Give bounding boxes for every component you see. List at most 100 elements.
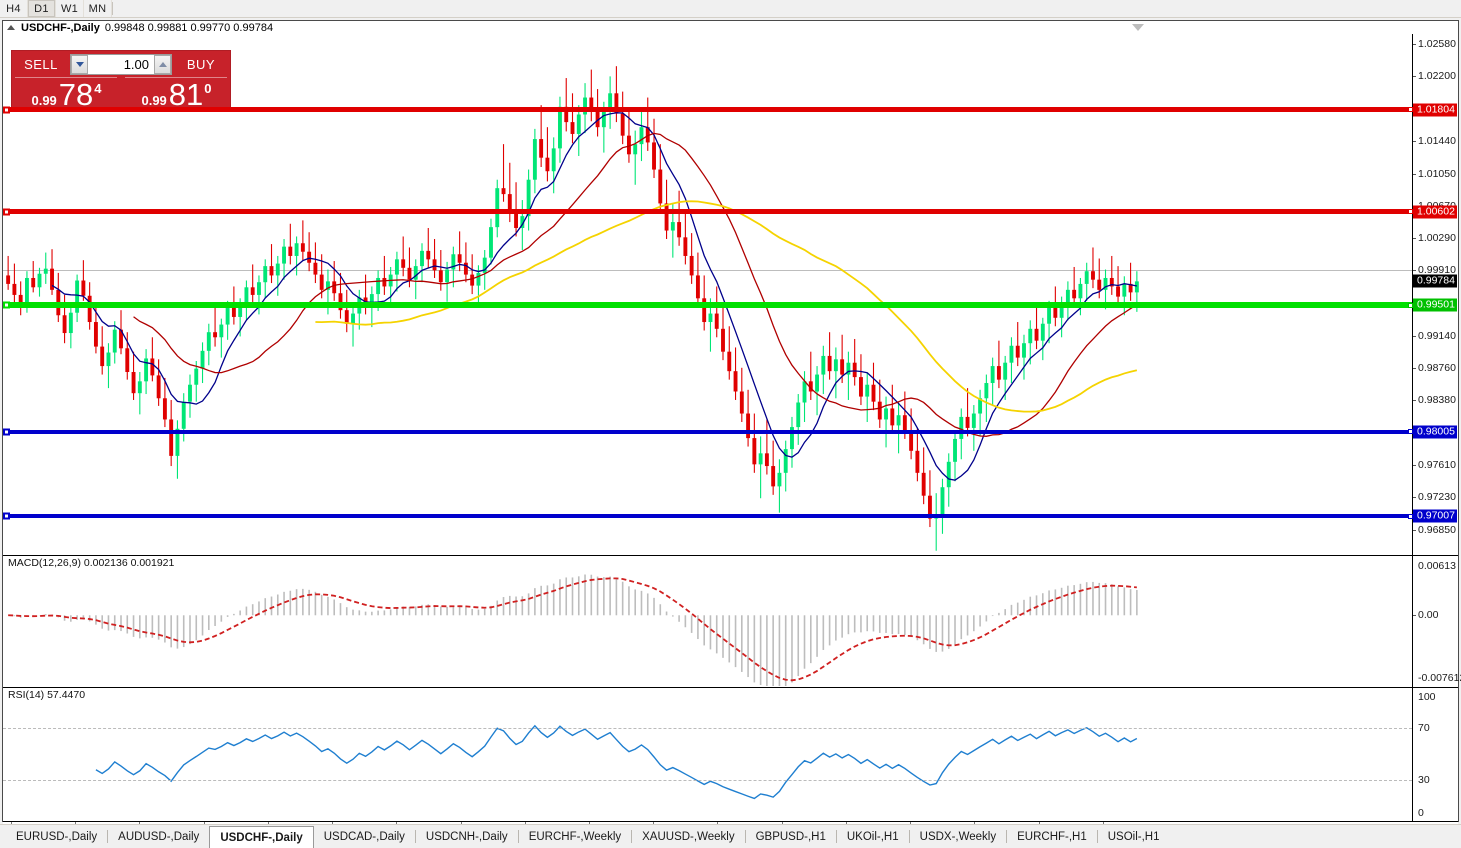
chevron-down-icon [75, 61, 84, 67]
price-plot-area[interactable] [3, 34, 1412, 555]
price-axis-tick: 0.97610 [1413, 459, 1456, 471]
buy-price-pips: 81 [168, 77, 204, 112]
rsi-axis-tick: 100 [1418, 691, 1436, 703]
horizontal-level-line[interactable] [3, 208, 1412, 216]
chart-symbol-label: USDCHF-,Daily [21, 21, 100, 34]
price-axis-tick: 0.97230 [1413, 491, 1456, 503]
macd-axis-tick: -0.007612 [1418, 672, 1461, 684]
chart-ohlc-values: 0.99848 0.99881 0.99770 0.99784 [104, 21, 274, 34]
buy-price-fraction: 0 [204, 81, 212, 96]
handle-center [1409, 514, 1412, 518]
tick-mark [1413, 615, 1416, 617]
timeframe-w1[interactable]: W1 [56, 0, 84, 17]
macd-pane[interactable]: MACD(12,26,9) 0.002136 0.001921 0.00613 0… [3, 555, 1461, 687]
tab-divider [414, 830, 416, 843]
price-flag-last-price[interactable]: 0.99784 [1413, 274, 1457, 288]
moving-average-fast [51, 112, 1137, 481]
flag-handle [1408, 302, 1413, 308]
lot-decrease-button[interactable] [71, 54, 88, 74]
flag-handle [1408, 107, 1413, 113]
chart-tab-usdcnhdaily[interactable]: USDCNH-,Daily [425, 830, 508, 843]
tab-divider [517, 830, 519, 843]
level-line-handle[interactable] [3, 106, 10, 114]
rsi-plot-area[interactable] [3, 688, 1412, 821]
tick-mark [1413, 497, 1416, 499]
level-line-handle[interactable] [3, 301, 10, 309]
macd-axis-tick: 0.00613 [1418, 560, 1456, 572]
lot-increase-button[interactable] [154, 54, 171, 74]
sell-price-cell[interactable]: 0.99 78 4 [12, 77, 120, 111]
tab-divider [1006, 830, 1008, 843]
tab-divider [835, 830, 837, 843]
price-flag-support[interactable]: 0.99501 [1408, 298, 1457, 312]
trade-panel-prices: 0.99 78 4 0.99 81 0 [12, 77, 230, 111]
timeframe-toolbar: H4 D1 W1 MN [0, 0, 1461, 18]
handle-center [5, 303, 8, 307]
horizontal-level-line[interactable] [3, 512, 1412, 520]
sell-button[interactable]: SELL [24, 56, 58, 72]
tab-divider [631, 830, 633, 843]
chart-tab-audusddaily[interactable]: AUDUSD-,Daily [118, 830, 200, 843]
tab-bar-filler [1170, 825, 1461, 848]
chart-tab-usdxweekly[interactable]: USDX-,Weekly [919, 830, 997, 843]
handle-center [5, 108, 8, 112]
price-flag-resistance[interactable]: 1.01804 [1408, 103, 1457, 117]
toolbar-divider [112, 2, 113, 15]
macd-series [8, 574, 1138, 686]
tick-mark [1413, 465, 1416, 467]
price-flag-support[interactable]: 0.97007 [1408, 509, 1457, 523]
flag-handle [1408, 209, 1413, 215]
tab-divider [107, 830, 109, 843]
price-axis-tick: 1.02200 [1413, 70, 1456, 82]
horizontal-level-line[interactable] [3, 106, 1412, 114]
price-axis-tick: 0.96850 [1413, 524, 1456, 536]
chart-tab-ukoilh1[interactable]: UKOil-,H1 [846, 830, 899, 843]
horizontal-level-line[interactable] [3, 428, 1412, 436]
timeframe-d1[interactable]: D1 [28, 0, 56, 17]
macd-label: MACD(12,26,9) 0.002136 0.001921 [8, 557, 175, 569]
sell-price-big-figure: 0.99 [31, 93, 57, 108]
level-line-handle[interactable] [3, 512, 10, 520]
handle-center [1409, 303, 1412, 307]
divider [15, 77, 117, 78]
chart-tab-usoilh1[interactable]: USOil-,H1 [1107, 830, 1160, 843]
level-line-handle[interactable] [3, 428, 10, 436]
chart-tab-eurchfweekly[interactable]: EURCHF-,Weekly [528, 830, 622, 843]
rsi-series [95, 724, 1138, 800]
chart-tab-gbpusdh1[interactable]: GBPUSD-,H1 [755, 830, 826, 843]
rsi-line [95, 724, 1138, 800]
rsi-axis[interactable]: 100 70 30 0 [1412, 688, 1458, 821]
tick-mark [1413, 140, 1416, 142]
flag-handle [1408, 513, 1413, 519]
lot-size-stepper[interactable]: 1.00 [70, 53, 172, 75]
macd-plot-area[interactable] [3, 556, 1412, 687]
price-flag-resistance[interactable]: 1.00602 [1408, 205, 1457, 219]
rsi-pane[interactable]: RSI(14) 57.4470 100 70 30 0 [3, 687, 1458, 821]
timeframe-h4[interactable]: H4 [0, 0, 28, 17]
macd-axis[interactable]: 0.00613 0.00 -0.007612 [1412, 556, 1461, 687]
buy-price-big-figure: 0.99 [141, 93, 167, 108]
chart-tab-bar[interactable]: EURUSD-,Daily AUDUSD-,Daily USDCHF-,Daily U… [0, 824, 1461, 848]
price-axis-tick: 1.01050 [1413, 168, 1456, 180]
chart-tab-usdchfdaily[interactable]: USDCHF-,Daily [209, 826, 314, 848]
chart-canvas-window[interactable]: USDCHF-,Daily 0.99848 0.99881 0.99770 0.… [2, 20, 1461, 840]
chart-tab-eurchfh1[interactable]: EURCHF-,H1 [1017, 830, 1087, 843]
chart-header: USDCHF-,Daily 0.99848 0.99881 0.99770 0.… [3, 21, 1458, 34]
level-line-handle[interactable] [3, 208, 10, 216]
chevron-down-icon[interactable] [1132, 24, 1144, 31]
buy-button[interactable]: BUY [186, 56, 216, 72]
buy-price-cell[interactable]: 0.99 81 0 [120, 77, 230, 111]
timeframe-mn[interactable]: MN [84, 0, 112, 17]
chart-tab-usdcaddaily[interactable]: USDCAD-,Daily [323, 830, 405, 843]
lot-size-input[interactable]: 1.00 [123, 56, 149, 72]
collapse-triangle-icon[interactable] [7, 25, 15, 30]
chart-tab-eurusddaily[interactable]: EURUSD-,Daily [16, 830, 98, 843]
price-flag-support[interactable]: 0.98005 [1408, 425, 1457, 439]
chart-tab-xauusdweekly[interactable]: XAUUSD-,Weekly [642, 830, 735, 843]
tab-divider [744, 830, 746, 843]
price-axis[interactable]: 1.025801.022001.014401.010501.006701.002… [1408, 34, 1458, 555]
one-click-trading-panel[interactable]: SELL 1.00 BUY 0.99 78 4 [11, 50, 231, 112]
horizontal-level-line[interactable] [3, 301, 1412, 309]
price-pane[interactable]: 1.025801.022001.014401.010501.006701.002… [3, 34, 1458, 555]
